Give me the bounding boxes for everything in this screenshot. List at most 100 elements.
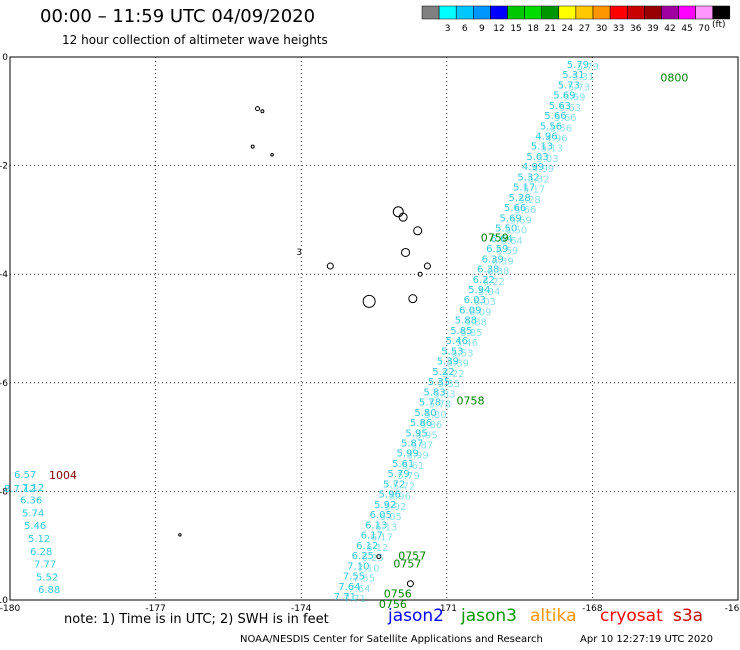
track-value-echo: 5.61 xyxy=(402,461,424,472)
color-legend: 3 6 9 12 15 18 21 24 27 30 33 36 39 42 45 70 xyxy=(421,5,731,34)
legend-label: 24 xyxy=(562,24,574,34)
track-value-echo: 5.95 xyxy=(415,430,437,441)
track-value-echo: 7.10 xyxy=(357,563,379,574)
track-value: 5.86 xyxy=(410,418,432,429)
time-label: 0756 xyxy=(379,598,407,611)
legend-label: 12 xyxy=(493,24,504,34)
track-value: 5.99 xyxy=(396,449,418,460)
track-value-echo: 5.46 xyxy=(456,338,478,349)
island-outline xyxy=(255,106,261,112)
track-value-echo: 5.66 xyxy=(514,205,536,216)
west-value: 5.52 xyxy=(36,572,58,583)
track-value: 6.25 xyxy=(352,551,374,562)
satellite-cryosat: cryosat xyxy=(600,606,663,626)
track-value-echo: 7.71 xyxy=(344,594,366,605)
track-value: 6.59 xyxy=(486,244,508,255)
track-value: 5.95 xyxy=(405,428,427,439)
island-outline xyxy=(398,212,408,222)
track-value: 5.46 xyxy=(446,336,468,347)
track-value-echo: 4.96 xyxy=(545,133,567,144)
time-label: 0757 xyxy=(398,549,426,562)
track-value-echo: 5.28 xyxy=(518,195,540,206)
track-value-echo: 5.96 xyxy=(389,492,411,503)
island-outline xyxy=(376,554,382,560)
west-value: 6.88 xyxy=(38,585,60,596)
west-value: 5.12 xyxy=(28,534,50,545)
track-value-echo: 5.72 xyxy=(393,481,415,492)
island-outline xyxy=(362,294,376,308)
track-value: 5.78 xyxy=(419,398,441,409)
legend-label: 3 xyxy=(445,24,451,34)
island-outline xyxy=(417,271,423,277)
track-value: 5.79 xyxy=(388,469,410,480)
island-outline xyxy=(406,580,414,588)
track-value-echo: 5.03 xyxy=(536,154,558,165)
track-value-echo: 6.38 xyxy=(487,267,509,278)
track-value: 4.99 xyxy=(522,162,544,173)
island-outline xyxy=(408,294,418,304)
west-value: 5.74 xyxy=(22,508,44,519)
time-label: 0756 xyxy=(384,587,412,600)
track-value-echo: 5.35 xyxy=(438,379,460,390)
track-value-echo: 6.25 xyxy=(362,553,384,564)
track-value: 5.73 xyxy=(558,80,580,91)
x-tick-label: -171 xyxy=(437,604,457,614)
track-value-echo: 6.09 xyxy=(469,307,491,318)
time-label: 0800 xyxy=(660,71,688,84)
track-value: 5.35 xyxy=(428,377,450,388)
track-value: 6.12 xyxy=(356,541,378,552)
track-value: 5.88 xyxy=(455,316,477,327)
track-value: 7.10 xyxy=(347,561,369,572)
track-value-echo: 5.78 xyxy=(429,400,451,411)
legend-swatch xyxy=(712,5,731,20)
track-value: 7.71 xyxy=(334,592,356,603)
island-outline xyxy=(270,152,274,157)
track-value-echo: 5.32 xyxy=(527,174,549,185)
page-title: 00:00 – 11:59 UTC 04/09/2020 xyxy=(40,6,316,27)
track-value: 5.92 xyxy=(374,500,396,511)
track-value: 6.03 xyxy=(464,295,486,306)
legend-label: 33 xyxy=(613,24,624,34)
track-value-echo: 5.99 xyxy=(406,451,428,462)
track-value-echo: 5.94 xyxy=(478,287,500,298)
track-value: 6.13 xyxy=(365,520,387,531)
track-value: 5.31 xyxy=(562,70,584,81)
track-value: 5.39 xyxy=(437,357,459,368)
track-value: 6.09 xyxy=(459,305,481,316)
legend-label: 27 xyxy=(579,24,590,34)
track-value-echo: 4.99 xyxy=(532,164,554,175)
track-value-echo: 7.55 xyxy=(353,574,375,585)
satellite-altika: altika xyxy=(530,606,577,626)
track-value: 5.66 xyxy=(544,111,566,122)
track-value: 5.94 xyxy=(468,285,490,296)
track-value: 5.53 xyxy=(441,346,463,357)
x-tick-label: -174 xyxy=(291,604,312,614)
y-tick-label: 0 xyxy=(2,53,8,63)
track-value-echo: 5.83 xyxy=(433,389,455,400)
west-value: 6.28 xyxy=(30,547,52,558)
track-value-echo: 5.69 xyxy=(510,215,532,226)
track-value-echo: 6.05 xyxy=(380,512,402,523)
legend-label: 30 xyxy=(596,24,608,34)
track-value-echo: 6.22 xyxy=(483,277,505,288)
track-value-echo: 6.59 xyxy=(496,246,518,257)
island-outline xyxy=(401,247,411,257)
generated-timestamp: Apr 10 12:27:19 UTC 2020 xyxy=(580,634,713,645)
track-value-echo: 5.66 xyxy=(554,113,576,124)
track-value-echo: 5.39 xyxy=(447,359,469,370)
island-outline xyxy=(392,206,404,218)
track-value-echo: 5.85 xyxy=(460,328,482,339)
west-value: 7.12 xyxy=(22,483,44,494)
track-value-echo: 5.79 xyxy=(398,471,420,482)
track-value: 4.96 xyxy=(535,131,557,142)
x-tick-label: -16 xyxy=(725,604,740,614)
track-value: 5.79 xyxy=(567,60,589,71)
island-label: 3 xyxy=(296,248,302,258)
track-value: 7.55 xyxy=(343,572,365,583)
track-value-echo: 5.69 xyxy=(563,93,585,104)
island-outline xyxy=(260,109,265,114)
track-value: 5.83 xyxy=(423,387,445,398)
west-value: 6.36 xyxy=(20,496,42,507)
track-value: 5.03 xyxy=(526,152,548,163)
legend-label: 9 xyxy=(479,24,485,34)
